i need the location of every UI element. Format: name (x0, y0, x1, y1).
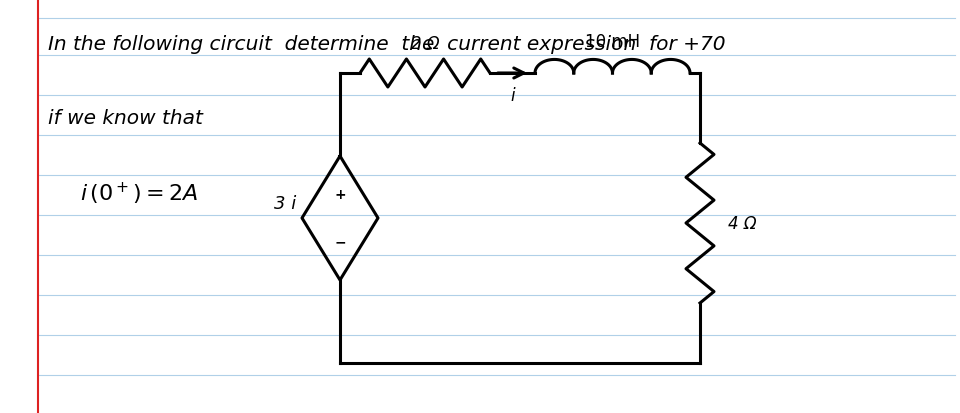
Text: if we know that: if we know that (48, 109, 203, 128)
Text: −: − (334, 235, 346, 249)
Text: 3 i: 3 i (274, 195, 296, 212)
Text: In the following circuit  determine  the  current expression  for +70: In the following circuit determine the c… (48, 34, 726, 53)
Text: 2 Ω: 2 Ω (411, 35, 440, 53)
Text: +: + (334, 188, 346, 202)
Text: $i\,(0^+) = 2A$: $i\,(0^+) = 2A$ (80, 180, 199, 206)
Text: i: i (510, 87, 515, 105)
Text: 10 mH: 10 mH (585, 33, 640, 51)
Text: 4 Ω: 4 Ω (728, 214, 756, 233)
